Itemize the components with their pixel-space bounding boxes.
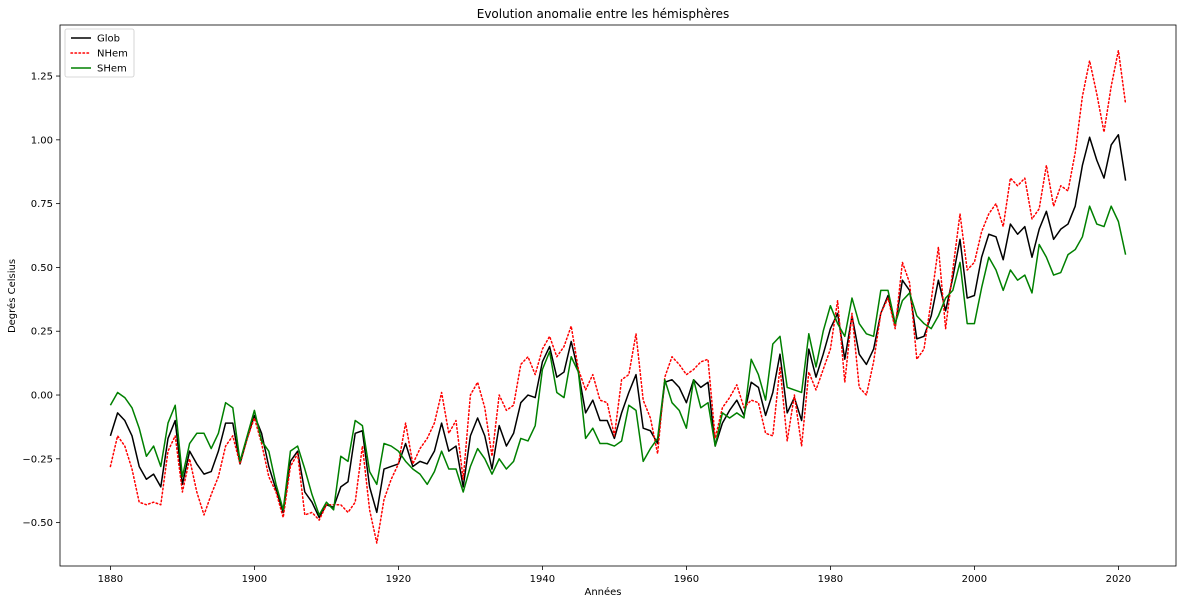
- x-tick-label: 1960: [674, 574, 699, 585]
- legend: Glob NHem SHem: [64, 28, 135, 78]
- series-line-glob: [109, 133, 1127, 519]
- legend-label-glob: Glob: [97, 34, 120, 45]
- legend-label-shem: SHem: [97, 64, 127, 75]
- plot-area: [109, 49, 1127, 544]
- legend-box: [64, 28, 135, 78]
- x-tick-label: 1900: [242, 574, 267, 585]
- x-tick-label: 1980: [818, 574, 843, 585]
- plot-frame: [59, 24, 1177, 567]
- y-tick-label: 0.25: [31, 327, 53, 338]
- x-axis: 1880 1900 1920 1940 1960 1980 2000 2020: [98, 566, 1131, 585]
- y-tick-label: 1.00: [31, 135, 53, 146]
- y-tick-label: 0.75: [31, 199, 53, 210]
- x-tick-label: 2020: [1106, 574, 1131, 585]
- x-tick-label: 1880: [98, 574, 123, 585]
- legend-label-nhem: NHem: [97, 49, 128, 60]
- series-line-shem: [109, 205, 1127, 516]
- y-tick-label: −0.25: [22, 454, 53, 465]
- x-tick-label: 1920: [386, 574, 411, 585]
- y-tick-label: −0.50: [22, 518, 53, 529]
- x-axis-label: Années: [584, 586, 621, 598]
- x-tick-label: 1940: [530, 574, 555, 585]
- y-tick-label: 0.00: [31, 391, 53, 402]
- y-tick-label: 1.25: [31, 72, 53, 83]
- chart-title: Evolution anomalie entre les hémisphères: [477, 7, 730, 21]
- x-tick-label: 2000: [962, 574, 987, 585]
- y-axis: −0.50 −0.25 0.00 0.25 0.50 0.75 1.00 1.25: [22, 72, 60, 529]
- series-line-nhem: [109, 49, 1127, 544]
- y-tick-label: 0.50: [31, 263, 53, 274]
- y-axis-label: Degrés Celsius: [6, 259, 18, 333]
